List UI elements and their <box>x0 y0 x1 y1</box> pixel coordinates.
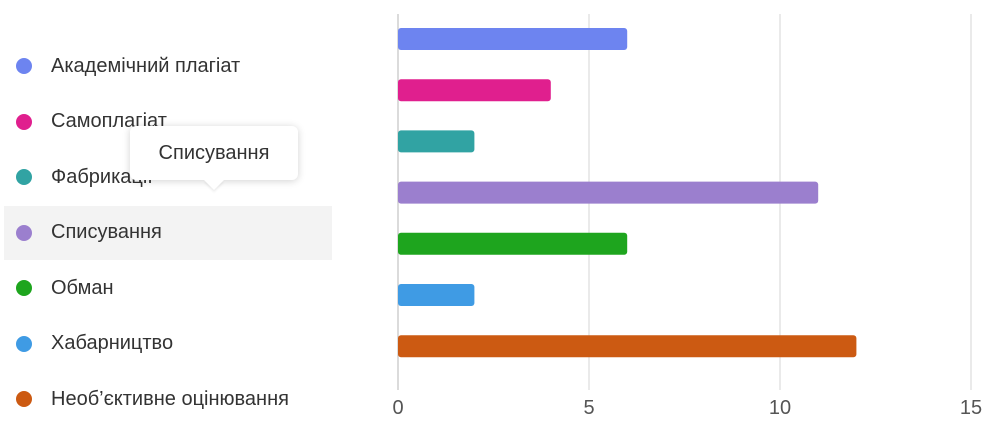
bar[interactable] <box>398 284 475 306</box>
bar[interactable] <box>398 28 628 50</box>
bar[interactable] <box>398 79 551 102</box>
legend-label: Списування <box>51 221 162 243</box>
legend-dot-icon <box>16 280 32 296</box>
legend-dot-icon <box>16 335 32 352</box>
bar[interactable] <box>398 181 819 204</box>
tooltip-text: Списування <box>158 141 270 164</box>
x-tick-label: 5 <box>583 397 594 419</box>
legend-label: Хабарництво <box>51 332 174 354</box>
bar[interactable] <box>398 232 628 255</box>
legend-dot-icon <box>16 391 32 407</box>
legend-dot-icon <box>16 113 32 130</box>
legend-label: Необ’єктивне оцінювання <box>51 387 289 410</box>
legend-item[interactable]: Списування <box>4 205 332 260</box>
legend-dot-icon <box>16 169 32 185</box>
tooltip: Списування <box>130 126 298 190</box>
x-tick-label: 10 <box>769 397 791 419</box>
x-tick-label: 15 <box>960 397 982 419</box>
legend-label: Обман <box>51 276 114 299</box>
tooltip-tail <box>204 180 224 190</box>
legend-item[interactable]: Необ’єктивне оцінювання <box>4 372 332 426</box>
chart-legend: Академічний плагіат Самоплагіат Фабрикаці… <box>0 0 340 419</box>
legend-item[interactable]: Хабарництво <box>4 317 332 371</box>
bar[interactable] <box>398 335 857 358</box>
x-tick-label: 0 <box>392 397 403 419</box>
legend-item[interactable]: Обман <box>4 261 332 315</box>
legend-item[interactable]: Академічний плагіат <box>4 39 332 93</box>
bar[interactable] <box>398 130 475 153</box>
legend-label: Фабрикації <box>51 165 153 188</box>
legend-dot-icon <box>16 224 32 241</box>
legend-item[interactable]: Фабрикації <box>4 150 332 204</box>
legend-label: Академічний плагіат <box>51 54 241 77</box>
legend-dot-icon <box>16 58 32 74</box>
